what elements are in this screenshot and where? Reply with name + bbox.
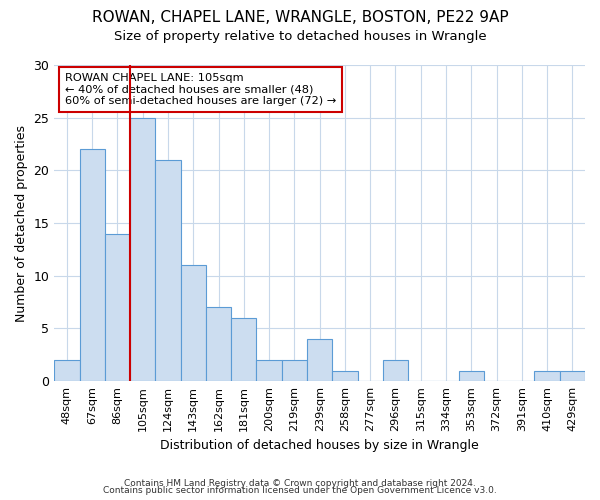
Text: ROWAN, CHAPEL LANE, WRANGLE, BOSTON, PE22 9AP: ROWAN, CHAPEL LANE, WRANGLE, BOSTON, PE2… [92, 10, 508, 25]
Bar [155, 160, 181, 381]
Bar [80, 150, 105, 381]
Bar [535, 370, 560, 381]
Bar [54, 360, 80, 381]
Bar [332, 370, 358, 381]
Text: Size of property relative to detached houses in Wrangle: Size of property relative to detached ho… [113, 30, 487, 43]
Bar [231, 318, 256, 381]
X-axis label: Distribution of detached houses by size in Wrangle: Distribution of detached houses by size … [160, 440, 479, 452]
Text: Contains HM Land Registry data © Crown copyright and database right 2024.: Contains HM Land Registry data © Crown c… [124, 478, 476, 488]
Bar [105, 234, 130, 381]
Bar [206, 308, 231, 381]
Y-axis label: Number of detached properties: Number of detached properties [15, 124, 28, 322]
Bar [282, 360, 307, 381]
Bar [383, 360, 408, 381]
Text: Contains public sector information licensed under the Open Government Licence v3: Contains public sector information licen… [103, 486, 497, 495]
Text: ROWAN CHAPEL LANE: 105sqm
← 40% of detached houses are smaller (48)
60% of semi-: ROWAN CHAPEL LANE: 105sqm ← 40% of detac… [65, 73, 336, 106]
Bar [560, 370, 585, 381]
Bar [181, 265, 206, 381]
Bar [307, 339, 332, 381]
Bar [130, 118, 155, 381]
Bar [256, 360, 282, 381]
Bar [458, 370, 484, 381]
